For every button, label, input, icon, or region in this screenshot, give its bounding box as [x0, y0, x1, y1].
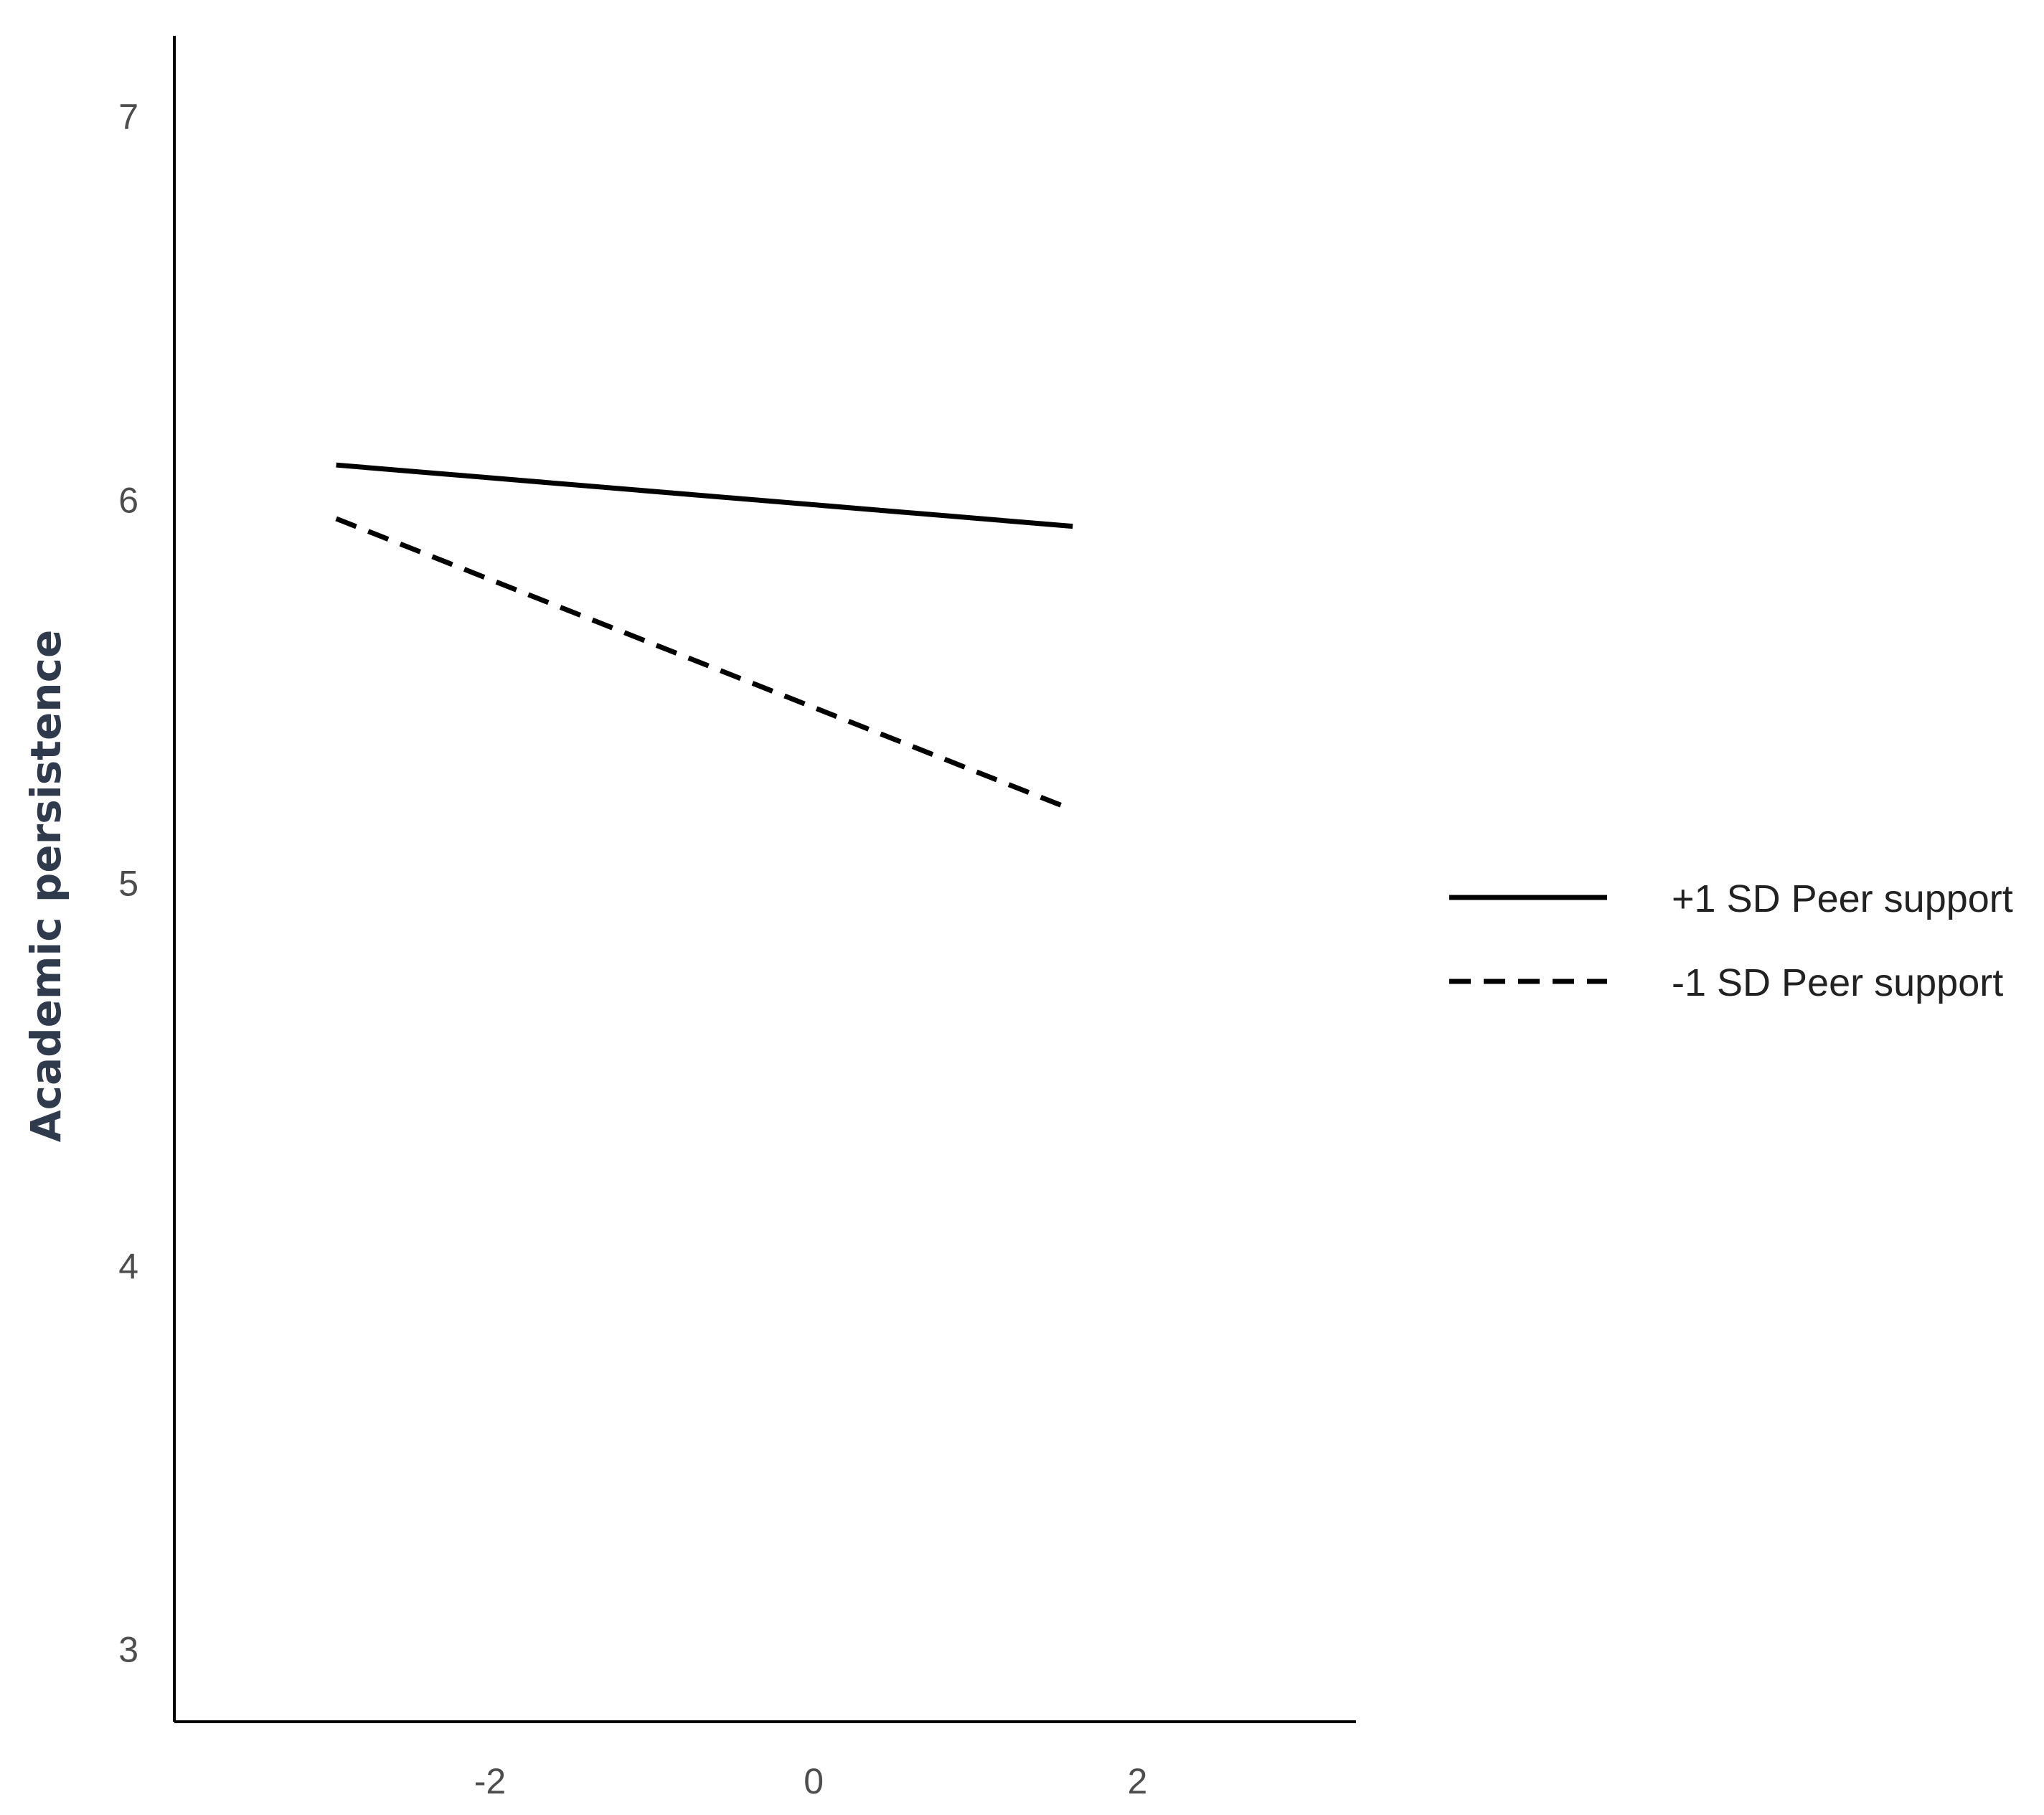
- x-tick-label: -2: [474, 1761, 506, 1801]
- y-tick-label: 4: [118, 1246, 138, 1286]
- series-line-2: [335, 516, 1074, 813]
- x-tick-label: 2: [1128, 1761, 1148, 1801]
- legend: +1 SD Peer support -1 SD Peer support: [1449, 877, 2013, 1004]
- y-tick-label: 3: [118, 1630, 138, 1670]
- series-line-1: [336, 462, 1073, 529]
- axes: [173, 36, 1356, 1723]
- legend-label-1: +1 SD Peer support: [1672, 877, 2013, 920]
- legend-label-2: -1 SD Peer support: [1672, 961, 2003, 1004]
- y-tick-label: 6: [118, 480, 138, 520]
- y-tick-label: 5: [118, 863, 138, 903]
- y-tick-labels: 3 4 5 6 7: [118, 97, 138, 1669]
- y-axis-title: Academic persistence: [22, 630, 70, 1143]
- x-tick-labels: -2 0 2: [474, 1761, 1148, 1801]
- series-lines: [335, 462, 1074, 813]
- y-tick-label: 7: [118, 97, 138, 137]
- x-tick-label: 0: [804, 1761, 824, 1801]
